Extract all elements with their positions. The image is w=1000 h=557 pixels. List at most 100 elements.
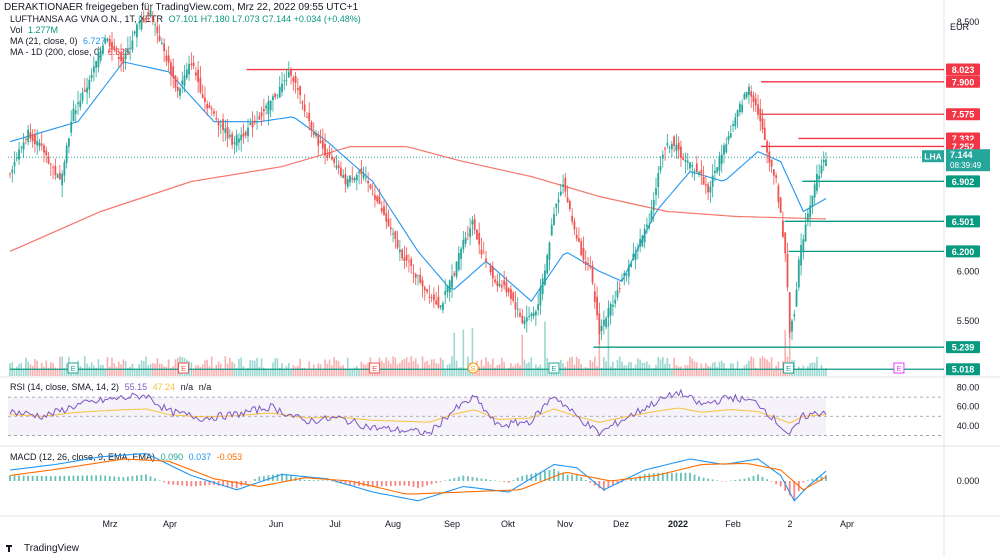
macd-histogram-bar [702,477,705,481]
volume-bar [489,364,492,376]
candle-body [204,97,206,102]
macd-histogram-bar [616,481,619,485]
candle-body [52,167,54,169]
candle-body [321,140,324,149]
volume-bar [276,358,279,376]
macd-histogram-bar [439,481,442,482]
legend-symbol[interactable]: LUFTHANSA AG VNA O.N., 1T, XETR O7.101 H… [10,14,361,25]
macd-histogram-bar [317,480,320,481]
candle-body [201,94,204,99]
legend-volume[interactable]: Vol 1.277M [10,25,58,36]
volume-bar [172,366,174,376]
volume-bar [328,359,331,376]
macd-histogram-bar [136,475,138,481]
candle-body [657,173,660,188]
candle-body [811,195,814,207]
volume-bar [208,366,211,376]
volume-bar [274,358,276,376]
volume-bar [464,369,467,376]
legend-macd-v2: 0.037 [188,452,212,462]
volume-bar [319,364,322,376]
legend-ma21[interactable]: MA (21, close, 0) 6.727 [10,36,106,47]
candle-body [763,127,766,141]
macd-histogram-bar [457,476,460,481]
macd-histogram-bar [657,472,660,481]
candle-body [478,232,481,245]
volume-bar [342,364,344,376]
legend-macd[interactable]: MACD (12, 26, close, 9, EMA, EMA) 0.090 … [10,452,242,463]
earnings-marker [369,362,381,374]
legend-rsi[interactable]: RSI (14, close, SMA, 14, 2) 55.15 47.24 … [10,382,211,393]
candle-body [582,248,585,260]
volume-bar [609,366,612,376]
macd-histogram-bar [453,478,456,481]
candle-body [727,135,730,141]
volume-bar [396,364,399,376]
candle-body [244,132,247,136]
candle-body [575,234,578,239]
candle-body [272,96,274,101]
candle-body [315,133,317,136]
earnings-marker [893,362,905,374]
volume-bar [251,360,254,376]
volume-bar [365,364,367,376]
candle-body [102,45,104,54]
macd-histogram-bar [45,476,48,481]
candle-body [788,292,791,333]
volume-bar [598,329,601,376]
macd-histogram-bar [90,475,93,481]
volume-bar [745,363,748,376]
candle-body [602,319,605,326]
event-marker-letter: E [551,364,556,373]
candle-body [299,86,302,96]
candle-body [283,80,286,81]
macd-histogram-bar [693,474,696,481]
candle-body [689,162,691,169]
signal-line [9,458,827,495]
candle-body [140,20,143,30]
candle-body [310,122,313,131]
candle-body [732,124,734,126]
level-price-label: 6.501 [952,217,975,227]
candle-body [344,174,347,185]
tradingview-logo[interactable]: TradingView [6,543,79,554]
volume-bar [662,357,664,376]
volume-bar [22,368,25,376]
volume-bar [671,368,673,376]
volume-bar [97,359,100,376]
macd-histogram-bar [462,475,465,481]
level-price-label: 5.018 [952,365,975,375]
candle-body [498,283,501,286]
volume-bar [45,360,48,376]
volume-bar [16,366,18,376]
candle-body [163,43,166,52]
macd-histogram-bar [503,481,506,483]
candle-body [231,133,234,145]
candle-body [45,150,48,156]
candle-body [326,154,329,158]
macd-histogram-bar [122,477,125,481]
candle-body [199,77,202,93]
event-marker-letter: E [181,364,186,373]
macd-histogram-bar [63,475,66,481]
macd-histogram-bar [738,479,741,481]
candle-body [79,101,82,108]
macd-histogram-bar [766,479,768,481]
macd-histogram-bar [185,481,188,487]
macd-histogram-bar [158,480,161,481]
candle-body [258,116,261,120]
candle-body [559,191,562,196]
macd-histogram-bar [40,475,43,481]
volume-bar [743,365,746,376]
rsi-tick-label: 80.00 [957,383,980,393]
candle-body [179,88,181,96]
candle-body [328,152,331,156]
legend-rsi-v2: 47.24 [152,382,176,392]
macd-histogram-bar [58,476,61,481]
rsi-tick-label: 40.00 [957,421,980,431]
candle-body [54,166,57,176]
candle-body [70,121,73,133]
candle-body [108,38,111,47]
volume-bar [530,357,533,376]
